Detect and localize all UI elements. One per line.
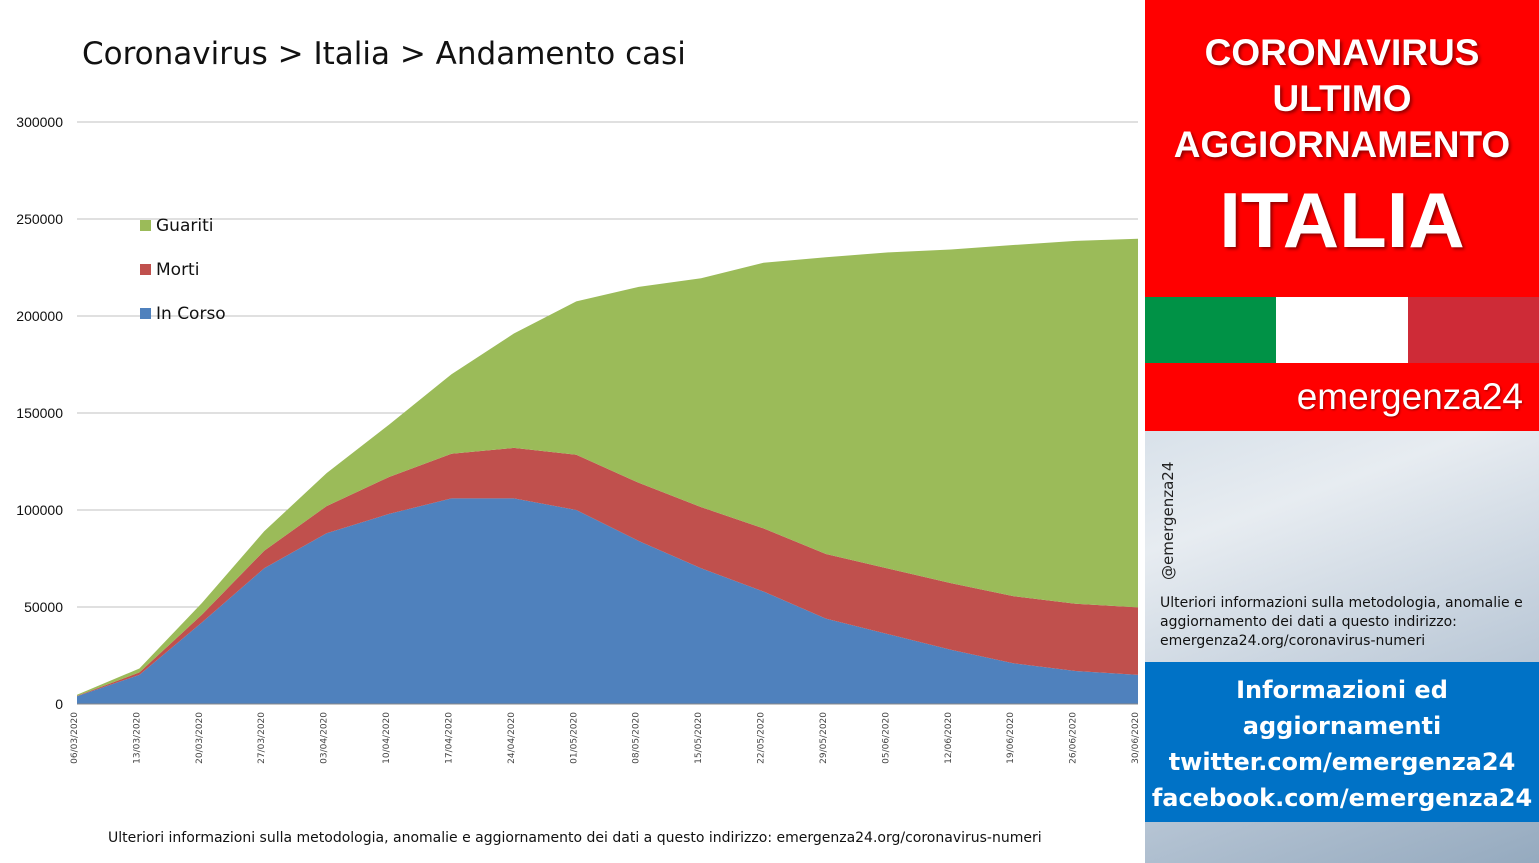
x-tick-label: 08/05/2020 bbox=[632, 712, 642, 764]
area-morti bbox=[77, 447, 1138, 697]
area-series bbox=[77, 238, 1138, 704]
facebook-link[interactable]: facebook.com/emergenza24 bbox=[1151, 784, 1533, 812]
banner-line-3: AGGIORNAMENTO bbox=[1173, 124, 1511, 165]
flag-red-band bbox=[1407, 297, 1539, 363]
info-line-1: Informazioni ed bbox=[1236, 676, 1448, 704]
legend-swatch bbox=[140, 308, 151, 319]
x-tick-label: 15/05/2020 bbox=[694, 712, 704, 764]
x-tick-label: 06/03/2020 bbox=[70, 712, 80, 764]
x-tick-label: 22/05/2020 bbox=[757, 712, 767, 764]
x-tick-label: 05/06/2020 bbox=[881, 712, 891, 764]
info-line-2: aggiornamenti bbox=[1242, 712, 1442, 740]
x-tick-label: 12/06/2020 bbox=[944, 712, 954, 764]
x-tick-label: 01/05/2020 bbox=[569, 712, 579, 764]
x-tick-label: 03/04/2020 bbox=[320, 712, 330, 764]
x-tick-label: 17/04/2020 bbox=[444, 712, 454, 764]
legend: Guariti Morti In Corso bbox=[140, 216, 226, 324]
x-tick-label: 27/03/2020 bbox=[257, 712, 267, 764]
side-panel: CORONAVIRUS ULTIMO AGGIORNAMENTO ITALIA … bbox=[1145, 0, 1539, 863]
area-in-corso bbox=[77, 498, 1138, 704]
legend-label: Morti bbox=[156, 260, 199, 280]
flag-white-band bbox=[1276, 297, 1408, 363]
stacked-area-chart: 0 50000 100000 150000 200000 250000 300000 06/0… bbox=[16, 114, 1141, 764]
legend-label: In Corso bbox=[156, 304, 226, 324]
y-tick-label: 100000 bbox=[16, 502, 63, 518]
y-tick-label: 250000 bbox=[16, 211, 63, 227]
social-handle: @emergenza24 bbox=[1159, 461, 1177, 580]
side-note: Ulteriori informazioni sulla metodologia… bbox=[1160, 595, 1523, 649]
twitter-link[interactable]: twitter.com/emergenza24 bbox=[1168, 748, 1516, 776]
banner-country: ITALIA bbox=[1219, 176, 1465, 264]
y-tick-label: 50000 bbox=[24, 599, 63, 615]
flag-green-band bbox=[1145, 297, 1277, 363]
legend-label: Guariti bbox=[156, 216, 213, 236]
banner-line-1: CORONAVIRUS bbox=[1204, 32, 1480, 73]
update-banner: CORONAVIRUS ULTIMO AGGIORNAMENTO ITALIA bbox=[1145, 0, 1539, 297]
x-tick-label: 29/05/2020 bbox=[819, 712, 829, 764]
legend-swatch bbox=[140, 264, 151, 275]
x-tick-label: 24/04/2020 bbox=[507, 712, 517, 764]
x-tick-label: 19/06/2020 bbox=[1006, 712, 1016, 764]
y-tick-label: 150000 bbox=[16, 405, 63, 421]
brand-name: emergenza24 bbox=[1145, 363, 1539, 431]
x-tick-label: 26/06/2020 bbox=[1069, 712, 1079, 764]
x-tick-label: 30/06/2020 bbox=[1131, 712, 1141, 764]
area-guariti bbox=[77, 238, 1138, 696]
banner-line-2: ULTIMO bbox=[1272, 78, 1412, 119]
footer-note: Ulteriori informazioni sulla metodologia… bbox=[108, 830, 1042, 846]
x-tick-label: 10/04/2020 bbox=[382, 712, 392, 764]
legend-swatch bbox=[140, 220, 151, 231]
info-box: Informazioni ed aggiornamenti twitter.co… bbox=[1145, 662, 1539, 822]
chart-title: Coronavirus > Italia > Andamento casi bbox=[82, 36, 686, 72]
x-tick-label: 20/03/2020 bbox=[195, 712, 205, 764]
x-tick-label: 13/03/2020 bbox=[132, 712, 142, 764]
italian-flag-icon bbox=[1145, 297, 1539, 363]
y-tick-label: 0 bbox=[55, 696, 63, 712]
y-tick-label: 200000 bbox=[16, 308, 63, 324]
y-tick-label: 300000 bbox=[16, 114, 63, 130]
axes: 0 50000 100000 150000 200000 250000 300000 06/0… bbox=[16, 114, 1141, 764]
